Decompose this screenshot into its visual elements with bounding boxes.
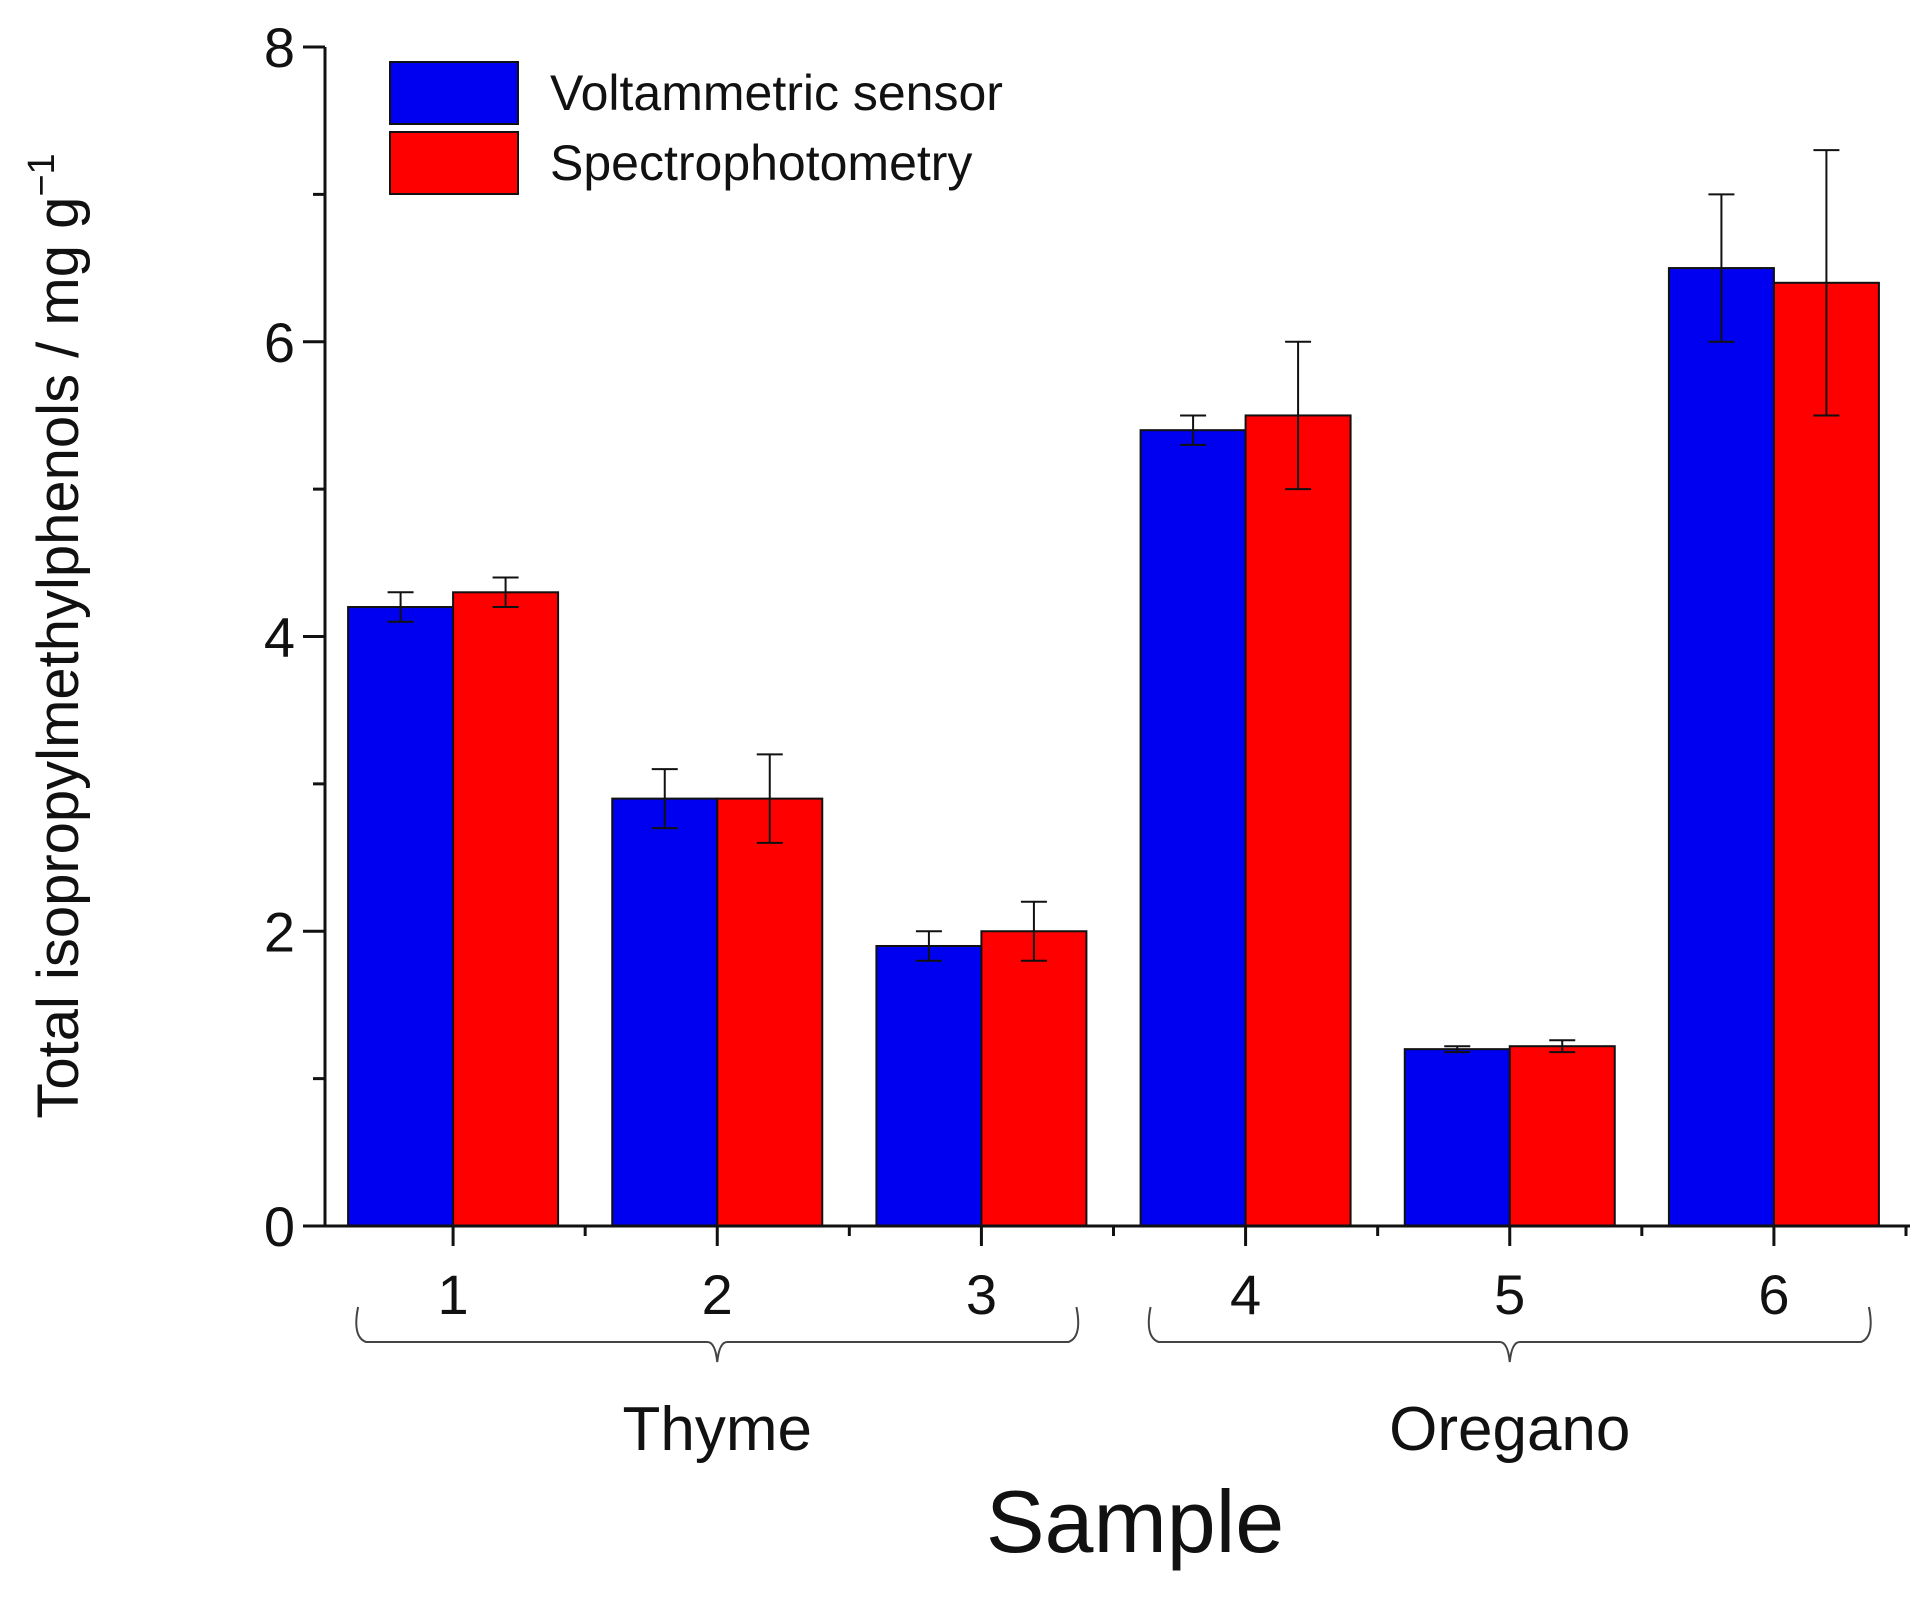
bar-series1-cat2 — [611, 797, 719, 1227]
error-bars-layer — [387, 149, 1840, 1054]
x-tick-label: 3 — [966, 1263, 997, 1326]
bar-series1-cat1 — [347, 606, 455, 1227]
legend: Voltammetric sensor Spectrophotometry — [389, 61, 1003, 195]
group-brace-oregano — [1147, 1306, 1872, 1363]
x-tick-label: 5 — [1494, 1263, 1525, 1326]
x-tick-label: 2 — [702, 1263, 733, 1326]
y-tick-label: 4 — [264, 606, 295, 669]
bar-series2-cat2 — [716, 797, 824, 1227]
bar-series2-cat6 — [1772, 281, 1880, 1227]
bar-series2-cat1 — [452, 591, 560, 1227]
bar-series2-cat3 — [980, 930, 1088, 1227]
x-axis-title: Sample — [986, 1472, 1284, 1571]
x-tick-label: 6 — [1758, 1263, 1789, 1326]
y-axis-title-superscript: −1 — [21, 153, 63, 196]
group-label-thyme: Thyme — [623, 1395, 812, 1464]
axes-layer — [303, 45, 1910, 1363]
legend-swatch-series2 — [389, 131, 519, 195]
y-tick-label: 8 — [264, 16, 295, 79]
y-tick-label: 6 — [264, 311, 295, 374]
bar-series1-cat6 — [1667, 267, 1775, 1227]
x-tick-label: 4 — [1230, 1263, 1261, 1326]
bar-series2-cat5 — [1508, 1045, 1616, 1228]
legend-swatch-series1 — [389, 61, 519, 125]
y-axis-title: Total isopropylmethylphenols / mg g−1 — [21, 153, 91, 1118]
y-axis-title-text: Total isopropylmethylphenols / mg g — [26, 197, 91, 1119]
labels-layer: 0 2 4 6 8 1 2 3 4 5 6 Thyme Oregano Sample Total isopr… — [21, 16, 1789, 1571]
y-tick-label: 2 — [264, 900, 295, 963]
bar-series2-cat4 — [1244, 414, 1352, 1227]
group-label-oregano: Oregano — [1389, 1395, 1630, 1464]
bar-series1-cat5 — [1403, 1048, 1511, 1228]
legend-label-series2: Spectrophotometry — [550, 135, 972, 191]
group-brace-thyme — [355, 1306, 1080, 1363]
bar-series1-cat3 — [875, 944, 983, 1227]
bars-layer — [347, 267, 1880, 1228]
bar-series1-cat4 — [1139, 429, 1247, 1227]
y-tick-label: 0 — [264, 1195, 295, 1258]
x-tick-label: 1 — [438, 1263, 469, 1326]
legend-label-series1: Voltammetric sensor — [550, 65, 1003, 121]
